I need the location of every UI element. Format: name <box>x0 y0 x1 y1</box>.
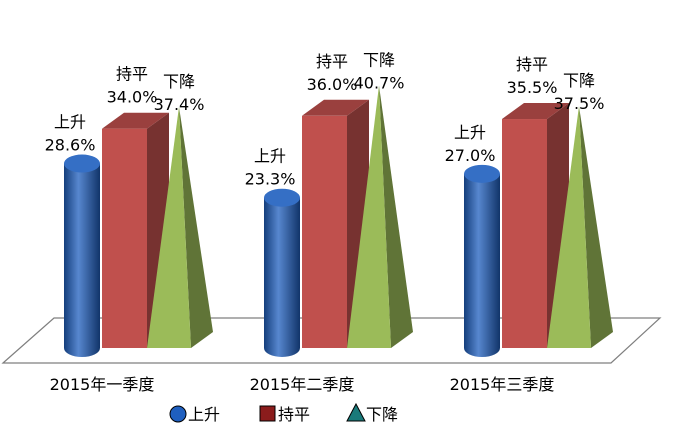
data-label-flat: 持平 34.0% <box>107 65 158 107</box>
category-label: 2015年二季度 <box>250 375 355 394</box>
data-label-value: 28.6% <box>45 136 96 155</box>
data-label-flat: 持平 35.5% <box>507 55 558 97</box>
data-label-value: 37.4% <box>154 95 205 114</box>
data-label-fall: 下降 37.4% <box>154 72 205 114</box>
legend-label: 下降 <box>366 405 398 424</box>
legend-label: 持平 <box>278 405 310 424</box>
data-label-series: 下降 <box>163 72 195 91</box>
data-label-value: 34.0% <box>107 88 158 107</box>
data-label-series: 持平 <box>516 55 548 74</box>
data-label-series: 上升 <box>54 113 86 132</box>
legend-item: 上升 <box>169 405 220 424</box>
bar-pyramid <box>347 85 413 349</box>
bar-box <box>502 103 569 349</box>
bar-pyramid <box>147 106 213 349</box>
bar-cylinder <box>64 154 100 357</box>
data-label-rise: 上升 27.0% <box>445 123 496 165</box>
data-label-rise: 上升 23.3% <box>245 147 296 189</box>
legend-item: 下降 <box>346 402 398 424</box>
data-label-fall: 下降 37.5% <box>554 71 605 113</box>
category-label: 2015年一季度 <box>50 375 155 394</box>
category-label: 2015年三季度 <box>450 375 555 394</box>
chart-floor <box>1 317 662 364</box>
data-label-value: 37.5% <box>554 94 605 113</box>
bar-pyramid <box>547 106 613 348</box>
data-label-rise: 上升 28.6% <box>45 113 96 155</box>
bar-cylinder <box>264 188 300 357</box>
data-label-value: 23.3% <box>245 170 296 189</box>
legend-square-icon <box>259 405 276 422</box>
data-label-flat: 持平 36.0% <box>307 52 358 94</box>
data-label-value: 27.0% <box>445 146 496 165</box>
data-label-series: 上升 <box>454 123 486 142</box>
data-label-series: 持平 <box>316 52 348 71</box>
data-label-series: 上升 <box>254 147 286 166</box>
legend-triangle-icon <box>346 402 366 422</box>
data-label-fall: 下降 40.7% <box>354 50 405 92</box>
legend-label: 上升 <box>188 405 220 424</box>
legend-circle-icon <box>169 405 187 423</box>
data-label-series: 持平 <box>116 65 148 84</box>
data-label-value: 40.7% <box>354 73 405 92</box>
legend-item: 持平 <box>259 405 310 424</box>
data-label-value: 36.0% <box>307 75 358 94</box>
data-label-series: 下降 <box>563 71 595 90</box>
bar-cylinder <box>464 164 500 357</box>
data-label-series: 下降 <box>363 50 395 69</box>
data-label-value: 35.5% <box>507 78 558 97</box>
